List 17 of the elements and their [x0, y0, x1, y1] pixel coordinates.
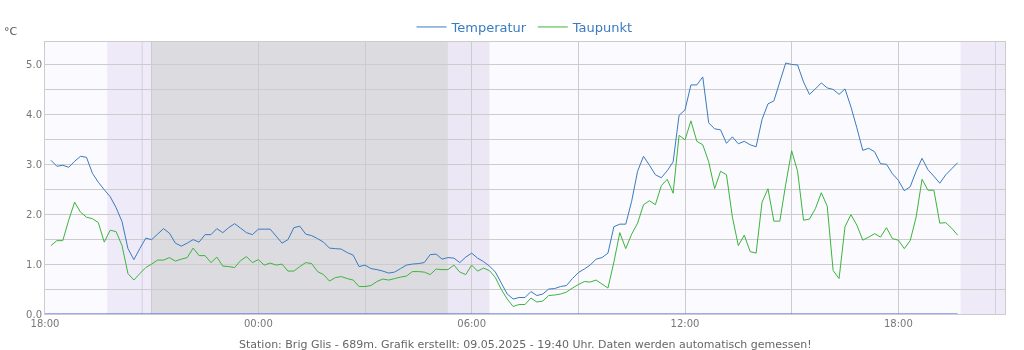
- line-series: [50, 120, 959, 308]
- x-tick-label: 00:00: [243, 318, 273, 329]
- y-tick-label: 2.0: [26, 208, 42, 220]
- y-tick-label: 1.0: [26, 258, 42, 270]
- line-series: [50, 62, 959, 300]
- y-axis-title: °C: [4, 25, 18, 38]
- x-tick-label: 18:00: [883, 318, 913, 329]
- text: Station: Brig Glis - 689m. Grafik erstellt: 09.05.2025 - 19:40 Uhr. Daten werden automatisch gemessen!: [239, 338, 812, 350]
- x-tick-label: 12:00: [670, 318, 700, 329]
- x-tick-label: 06:00: [457, 318, 487, 329]
- y-tick-label: 5.0: [26, 58, 42, 70]
- y-tick-label: 3.0: [26, 158, 42, 170]
- legend-label: Taupunkt: [571, 20, 633, 36]
- y-tick-label: 0.0: [26, 308, 42, 320]
- legend-label: Temperatur: [450, 20, 527, 36]
- x-tick-label: 18:00: [30, 318, 60, 329]
- y-tick-label: 4.0: [26, 108, 42, 120]
